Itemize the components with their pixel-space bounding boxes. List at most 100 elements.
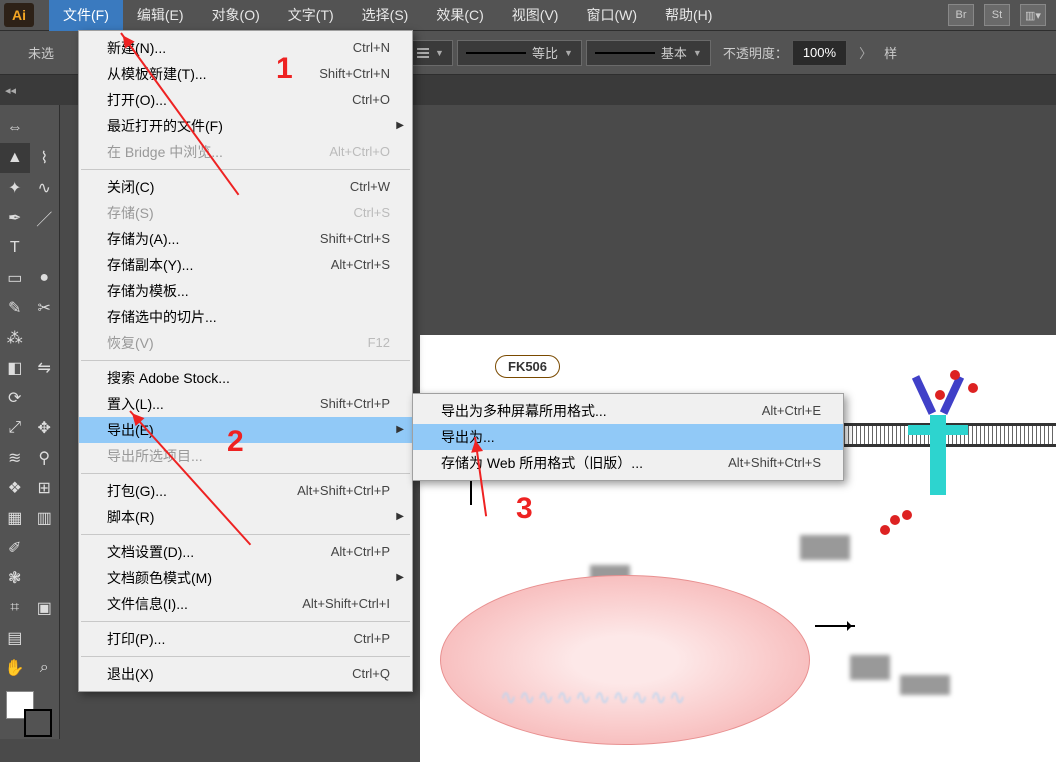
opacity-input[interactable]: 100% (792, 40, 847, 66)
tool-slice[interactable]: ▤ (0, 623, 30, 653)
tool-shaper[interactable]: ❖ (0, 473, 30, 503)
tool-sel[interactable]: ▲ (0, 143, 30, 173)
menu-item-label: 搜索 Adobe Stock... (107, 368, 230, 388)
tabbar-chevrons-icon[interactable]: ◂◂ (5, 84, 16, 97)
menu-item-脚本r[interactable]: 脚本(R)▶ (79, 504, 412, 530)
tool-graph[interactable]: ⌗ (0, 593, 30, 623)
menu-item-shortcut: Ctrl+S (354, 203, 390, 223)
menu-item-存储选中的切片[interactable]: 存储选中的切片... (79, 304, 412, 330)
tool-empty (30, 383, 60, 413)
menu-item-存储副本y[interactable]: 存储副本(Y)...Alt+Ctrl+S (79, 252, 412, 278)
menu-item-存储为模板[interactable]: 存储为模板... (79, 278, 412, 304)
tool-artb[interactable]: ▣ (30, 593, 60, 623)
menu-item-打印p[interactable]: 打印(P)...Ctrl+P (79, 626, 412, 652)
stroke-scale-dropdown[interactable]: 等比▼ (457, 40, 582, 66)
tool-eyedrop[interactable]: ✐ (0, 533, 30, 563)
stock-icon[interactable]: St (984, 4, 1010, 26)
tool-scale[interactable]: ⤢ (0, 413, 30, 443)
menu-item-打开o[interactable]: 打开(O)...Ctrl+O (79, 87, 412, 113)
menu-item-导出e[interactable]: 导出(E)▶ (79, 417, 412, 443)
annotation-number-3: 3 (516, 492, 533, 526)
tool-grad[interactable]: ▥ (30, 503, 60, 533)
menu-item-label: 恢复(V) (107, 333, 154, 353)
menu-item-label: 最近打开的文件(F) (107, 116, 223, 136)
menu-item-label: 退出(X) (107, 664, 154, 684)
signal-dot (880, 525, 890, 535)
menu-item-打包g[interactable]: 打包(G)...Alt+Shift+Ctrl+P (79, 478, 412, 504)
tool-pen[interactable]: ✒ (0, 203, 30, 233)
menu-item-shortcut: Alt+Ctrl+S (331, 255, 390, 275)
tool-erase[interactable]: ◧ (0, 353, 30, 383)
style-label: 样 (884, 43, 897, 62)
tool-panel: ⇔▲⌇✦∿✒／T▭●✎✂⁂◧⇋⟳⤢✥≋⚲❖⊞▦▥✐❃⌗▣▤✋⌕ (0, 105, 60, 739)
menu-效果c[interactable]: 效果(C) (422, 0, 497, 31)
tool-rotate[interactable]: ⟳ (0, 383, 30, 413)
menu-对象o[interactable]: 对象(O) (198, 0, 274, 31)
tool-pupp[interactable]: ⚲ (30, 443, 60, 473)
tool-wand[interactable]: ✦ (0, 173, 30, 203)
menu-item-恢复v: 恢复(V) F12 (79, 330, 412, 356)
menu-item-label: 文档设置(D)... (107, 542, 194, 562)
ligand-dot (950, 370, 960, 380)
menu-item-文档颜色模式m[interactable]: 文档颜色模式(M)▶ (79, 565, 412, 591)
tool-free[interactable]: ✥ (30, 413, 60, 443)
tool-curv[interactable]: ∿ (30, 173, 60, 203)
menu-item-关闭c[interactable]: 关闭(C)Ctrl+W (79, 174, 412, 200)
tool-blob[interactable]: ● (30, 263, 60, 293)
menu-item-label: 存储选中的切片... (107, 307, 217, 327)
signal-dot (902, 510, 912, 520)
menu-item-label: 文件信息(I)... (107, 594, 188, 614)
annotation-number-2: 2 (227, 425, 244, 459)
opacity-arrow-icon[interactable]: 〉 (859, 43, 872, 62)
submenu-arrow-icon: ▶ (396, 568, 404, 588)
tool-dbl[interactable]: ⇔ (0, 113, 30, 143)
menu-文字t[interactable]: 文字(T) (274, 0, 348, 31)
tool-rect[interactable]: ▭ (0, 263, 30, 293)
menu-item-label: 导出为多种屏幕所用格式... (441, 401, 607, 421)
tool-pencil[interactable]: ⁂ (0, 323, 30, 353)
submenu-item-导出为多种屏幕所用格式[interactable]: 导出为多种屏幕所用格式... Alt+Ctrl+E (413, 398, 843, 424)
menu-item-搜索adobestock[interactable]: 搜索 Adobe Stock... (79, 365, 412, 391)
menu-视图v[interactable]: 视图(V) (498, 0, 573, 31)
menu-item-文件信息i[interactable]: 文件信息(I)...Alt+Shift+Ctrl+I (79, 591, 412, 617)
menu-item-label: 存储为模板... (107, 281, 189, 301)
fill-stroke-swatch[interactable] (0, 689, 59, 739)
tool-empty (30, 563, 60, 593)
menu-窗口w[interactable]: 窗口(W) (572, 0, 651, 31)
tool-type[interactable]: T (0, 233, 30, 263)
menu-item-退出x[interactable]: 退出(X)Ctrl+Q (79, 661, 412, 687)
menu-编辑e[interactable]: 编辑(E) (123, 0, 198, 31)
tool-empty (30, 323, 60, 353)
artwork-arrow (815, 625, 855, 627)
menu-帮助h[interactable]: 帮助(H) (651, 0, 726, 31)
bridge-icon[interactable]: Br (948, 4, 974, 26)
tool-reflect[interactable]: ⇋ (30, 353, 60, 383)
menu-文件f[interactable]: 文件(F) (49, 0, 123, 31)
tool-zoom[interactable]: ⌕ (30, 653, 60, 683)
menu-item-shortcut: Ctrl+O (352, 90, 390, 110)
protein-blur (850, 655, 890, 680)
tool-scis[interactable]: ✂ (30, 293, 60, 323)
menu-item-shortcut: Ctrl+N (353, 38, 390, 58)
menu-item-shortcut: Alt+Ctrl+E (762, 401, 821, 421)
stroke-style-dropdown[interactable]: 基本▼ (586, 40, 711, 66)
menu-item-文档设置d[interactable]: 文档设置(D)...Alt+Ctrl+P (79, 539, 412, 565)
tool-sym[interactable]: ❃ (0, 563, 30, 593)
tool-grid[interactable]: ▦ (0, 503, 30, 533)
tool-hand[interactable]: ✋ (0, 653, 30, 683)
workspace-switcher-icon[interactable]: ▥▾ (1020, 4, 1046, 26)
menu-item-label: 脚本(R) (107, 507, 154, 527)
menu-item-shortcut: F12 (368, 333, 390, 353)
stroke-weight-dropdown[interactable]: ▼ (408, 40, 453, 66)
tool-mesh[interactable]: ⊞ (30, 473, 60, 503)
tool-line[interactable]: ／ (30, 203, 60, 233)
menu-选择s[interactable]: 选择(S) (348, 0, 423, 31)
menu-item-存储为a[interactable]: 存储为(A)...Shift+Ctrl+S (79, 226, 412, 252)
submenu-arrow-icon: ▶ (396, 420, 404, 440)
stroke-swatch[interactable] (24, 709, 52, 737)
tool-lasso[interactable]: ⌇ (30, 143, 60, 173)
tool-brush[interactable]: ✎ (0, 293, 30, 323)
menu-item-最近打开的文件f[interactable]: 最近打开的文件(F)▶ (79, 113, 412, 139)
menu-item-从模板新建t[interactable]: 从模板新建(T)...Shift+Ctrl+N (79, 61, 412, 87)
tool-width[interactable]: ≋ (0, 443, 30, 473)
